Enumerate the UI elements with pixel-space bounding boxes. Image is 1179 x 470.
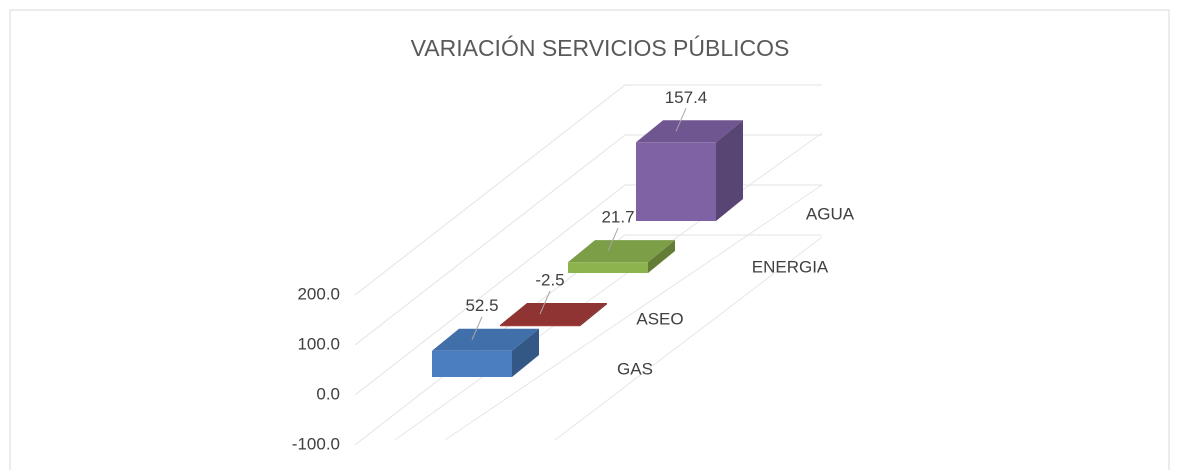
grid-line <box>354 134 822 346</box>
bar-side <box>716 120 743 221</box>
y-tick-label: -100.0 <box>292 434 340 453</box>
bar-front <box>500 325 580 327</box>
value-label: 157.4 <box>665 88 708 107</box>
grid-line <box>354 184 822 396</box>
floor-lines <box>394 132 823 441</box>
chart-title: VARIACIÓN SERVICIOS PÚBLICOS <box>411 35 790 61</box>
bar-side <box>512 328 539 377</box>
label-leader <box>607 227 619 252</box>
category-label: GAS <box>617 359 653 378</box>
label-leader <box>675 108 687 132</box>
category-label: ASEO <box>636 309 683 328</box>
y-tick-label: 0.0 <box>316 384 340 403</box>
bar-front <box>636 142 716 221</box>
bar-front <box>568 262 648 273</box>
bar-side <box>648 240 675 273</box>
category-label: AGUA <box>806 204 855 223</box>
bar-top <box>568 240 675 263</box>
grid-line <box>354 84 822 296</box>
value-label: -2.5 <box>535 270 564 289</box>
value-label: 52.5 <box>465 296 498 315</box>
category-label: ENERGIA <box>752 257 829 276</box>
y-tick-label: 200.0 <box>297 284 340 303</box>
bar-top <box>432 328 539 351</box>
y-tick-label: 100.0 <box>297 334 340 353</box>
bar-top <box>636 120 743 143</box>
label-leader <box>471 316 483 340</box>
value-label: 21.7 <box>601 208 634 227</box>
chart-frame <box>9 9 1170 470</box>
label-leader <box>539 290 551 315</box>
bar-top <box>500 303 607 325</box>
bar-side <box>580 303 607 327</box>
bar-front <box>432 350 512 377</box>
